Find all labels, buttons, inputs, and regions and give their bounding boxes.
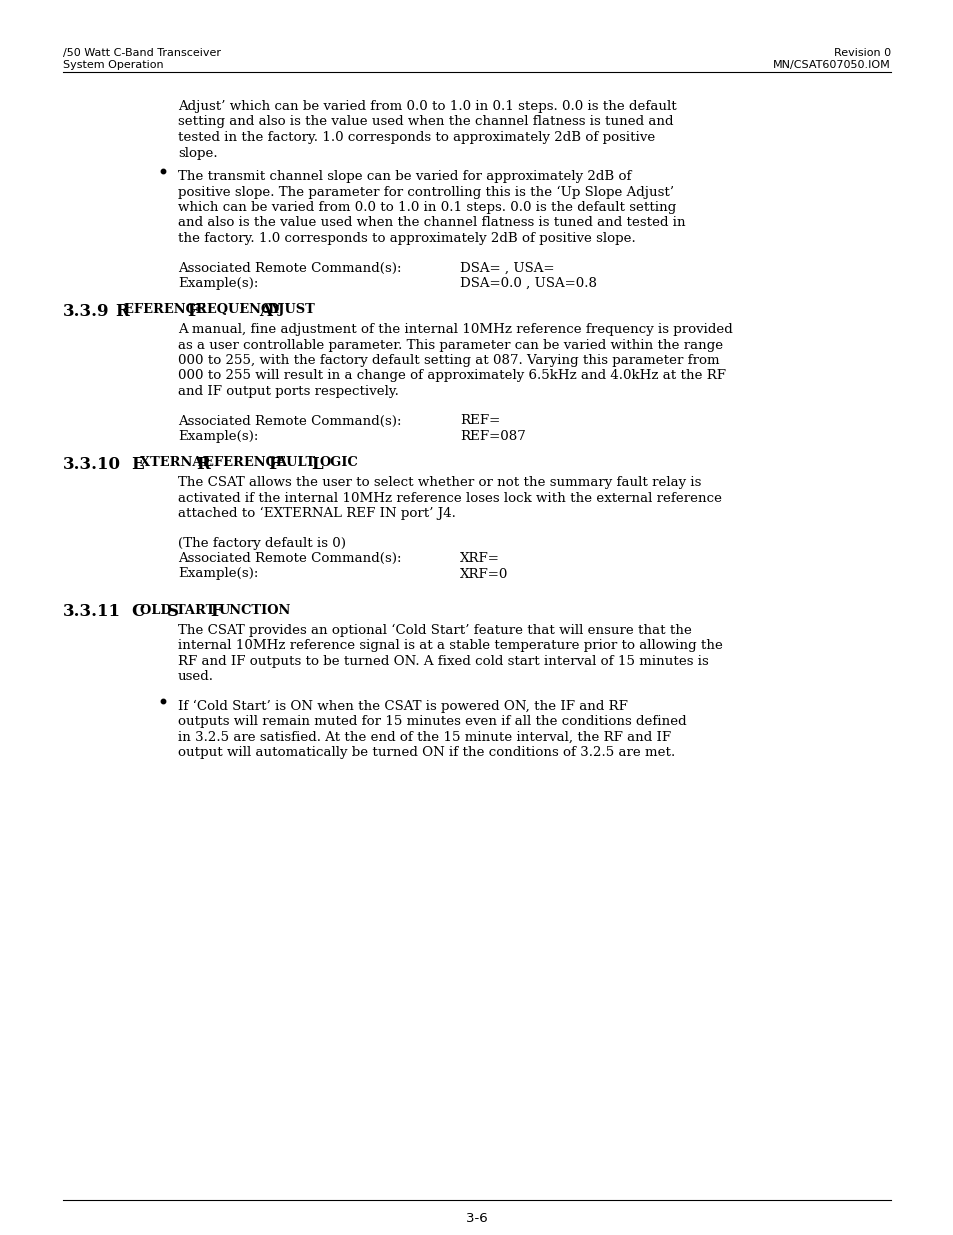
Text: and IF output ports respectively.: and IF output ports respectively. (178, 385, 398, 398)
Text: as a user controllable parameter. This parameter can be varied within the range: as a user controllable parameter. This p… (178, 338, 722, 352)
Text: System Operation: System Operation (63, 61, 164, 70)
Text: output will automatically be turned ON if the conditions of 3.2.5 are met.: output will automatically be turned ON i… (178, 746, 675, 760)
Text: MN/CSAT607050.IOM: MN/CSAT607050.IOM (773, 61, 890, 70)
Text: Associated Remote Command(s):: Associated Remote Command(s): (178, 262, 401, 274)
Text: Associated Remote Command(s):: Associated Remote Command(s): (178, 552, 401, 564)
Text: UNCTION: UNCTION (218, 604, 291, 616)
Text: L: L (311, 456, 322, 473)
Text: tested in the factory. 1.0 corresponds to approximately 2dB of positive: tested in the factory. 1.0 corresponds t… (178, 131, 655, 144)
Text: Associated Remote Command(s):: Associated Remote Command(s): (178, 415, 401, 427)
Text: Example(s):: Example(s): (178, 277, 258, 290)
Text: REF=087: REF=087 (459, 430, 525, 443)
Text: activated if the internal 10MHz reference loses lock with the external reference: activated if the internal 10MHz referenc… (178, 492, 721, 505)
Text: A: A (258, 303, 272, 320)
Text: R: R (195, 456, 210, 473)
Text: C: C (131, 604, 144, 620)
Text: 000 to 255 will result in a change of approximately 6.5kHz and 4.0kHz at the RF: 000 to 255 will result in a change of ap… (178, 369, 725, 383)
Text: RF and IF outputs to be turned ON. A fixed cold start interval of 15 minutes is: RF and IF outputs to be turned ON. A fix… (178, 655, 708, 667)
Text: OLD: OLD (139, 604, 175, 616)
Text: Example(s):: Example(s): (178, 568, 258, 580)
Text: AULT: AULT (276, 456, 319, 469)
Text: and also is the value used when the channel flatness is tuned and tested in: and also is the value used when the chan… (178, 216, 685, 230)
Text: 3.3.9: 3.3.9 (63, 303, 110, 320)
Text: which can be varied from 0.0 to 1.0 in 0.1 steps. 0.0 is the default setting: which can be varied from 0.0 to 1.0 in 0… (178, 201, 676, 214)
Text: Adjust’ which can be varied from 0.0 to 1.0 in 0.1 steps. 0.0 is the default: Adjust’ which can be varied from 0.0 to … (178, 100, 676, 112)
Text: DJUST: DJUST (268, 303, 315, 316)
Text: EFERENCE: EFERENCE (124, 303, 210, 316)
Text: internal 10MHz reference signal is at a stable temperature prior to allowing the: internal 10MHz reference signal is at a … (178, 638, 722, 652)
Text: 3.3.10: 3.3.10 (63, 456, 121, 473)
Text: If ‘Cold Start’ is ON when the CSAT is powered ON, the IF and RF: If ‘Cold Start’ is ON when the CSAT is p… (178, 699, 627, 713)
Text: R: R (115, 303, 129, 320)
Text: XRF=0: XRF=0 (459, 568, 508, 580)
Text: XRF=: XRF= (459, 552, 499, 564)
Text: /50 Watt C-Band Transceiver: /50 Watt C-Band Transceiver (63, 48, 221, 58)
Text: in 3.2.5 are satisfied. At the end of the 15 minute interval, the RF and IF: in 3.2.5 are satisfied. At the end of th… (178, 730, 670, 743)
Text: positive slope. The parameter for controlling this is the ‘Up Slope Adjust’: positive slope. The parameter for contro… (178, 185, 674, 199)
Text: Revision 0: Revision 0 (833, 48, 890, 58)
Text: attached to ‘EXTERNAL REF IN port’ J4.: attached to ‘EXTERNAL REF IN port’ J4. (178, 508, 456, 520)
Text: F: F (210, 604, 222, 620)
Text: The CSAT allows the user to select whether or not the summary fault relay is: The CSAT allows the user to select wheth… (178, 475, 700, 489)
Text: TART: TART (175, 604, 219, 616)
Text: (The factory default is 0): (The factory default is 0) (178, 536, 346, 550)
Text: S: S (167, 604, 179, 620)
Text: the factory. 1.0 corresponds to approximately 2dB of positive slope.: the factory. 1.0 corresponds to approxim… (178, 232, 635, 245)
Text: DSA=0.0 , USA=0.8: DSA=0.0 , USA=0.8 (459, 277, 597, 290)
Text: F: F (187, 303, 198, 320)
Text: 3-6: 3-6 (466, 1212, 487, 1225)
Text: EFERENCE: EFERENCE (204, 456, 291, 469)
Text: XTERNAL: XTERNAL (139, 456, 215, 469)
Text: The CSAT provides an optional ‘Cold Start’ feature that will ensure that the: The CSAT provides an optional ‘Cold Star… (178, 624, 691, 637)
Text: DSA= , USA=: DSA= , USA= (459, 262, 554, 274)
Text: The transmit channel slope can be varied for approximately 2dB of: The transmit channel slope can be varied… (178, 170, 631, 183)
Text: REQUENCY: REQUENCY (195, 303, 284, 316)
Text: Example(s):: Example(s): (178, 430, 258, 443)
Text: E: E (131, 456, 144, 473)
Text: used.: used. (178, 671, 213, 683)
Text: OGIC: OGIC (319, 456, 358, 469)
Text: REF=: REF= (459, 415, 499, 427)
Text: slope.: slope. (178, 147, 217, 159)
Text: setting and also is the value used when the channel flatness is tuned and: setting and also is the value used when … (178, 116, 673, 128)
Text: F: F (268, 456, 279, 473)
Text: 3.3.11: 3.3.11 (63, 604, 121, 620)
Text: outputs will remain muted for 15 minutes even if all the conditions defined: outputs will remain muted for 15 minutes… (178, 715, 686, 727)
Text: 000 to 255, with the factory default setting at 087. Varying this parameter from: 000 to 255, with the factory default set… (178, 354, 719, 367)
Text: A manual, fine adjustment of the internal 10MHz reference frequency is provided: A manual, fine adjustment of the interna… (178, 324, 732, 336)
